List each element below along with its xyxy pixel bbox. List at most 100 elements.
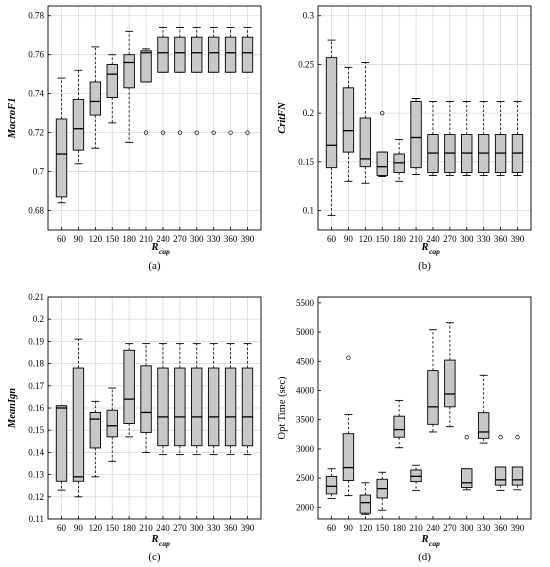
x-tick-label: 90: [74, 523, 84, 533]
y-tick-label: 0.12: [28, 492, 44, 502]
box-300: [191, 343, 203, 456]
x-tick-label: 270: [173, 234, 187, 244]
panel-label: (a): [148, 260, 161, 272]
box-iqr: [55, 405, 68, 482]
y-tick-label: 3000: [296, 444, 315, 454]
box-270: [174, 26, 186, 135]
x-tick-label: 180: [392, 523, 406, 533]
box-210: [410, 98, 422, 175]
x-tick-label: 180: [122, 523, 136, 533]
box-360: [494, 435, 507, 491]
box-240: [157, 343, 169, 456]
outlier-point: [245, 130, 250, 135]
box-iqr: [106, 63, 118, 98]
y-tick-label: 3500: [296, 415, 315, 425]
box-270: [444, 100, 456, 176]
y-tick-label: 2000: [296, 502, 315, 512]
plot-frame: [47, 296, 262, 520]
x-tick-label: 300: [460, 234, 474, 244]
x-tick-label: 60: [57, 234, 67, 244]
box-iqr: [224, 36, 237, 73]
box-330: [477, 100, 490, 176]
box-330: [477, 374, 490, 444]
box-120: [89, 400, 102, 478]
x-tick-label: 360: [224, 234, 238, 244]
y-tick-label: 0.14: [28, 447, 44, 457]
box-iqr: [72, 367, 85, 482]
x-tick-label: 150: [375, 234, 389, 244]
outlier-point: [464, 435, 469, 440]
box-iqr: [241, 367, 254, 447]
box-90: [342, 355, 355, 497]
x-tick-label: 210: [409, 234, 423, 244]
box-iqr: [140, 50, 152, 83]
y-tick-label: 0.19: [28, 336, 44, 346]
y-tick-label: 0.17: [28, 381, 44, 391]
x-tick-label: 390: [241, 523, 255, 533]
box-iqr: [494, 466, 507, 486]
outlier-point: [143, 130, 149, 135]
panel-label: (c): [148, 551, 161, 563]
box-iqr: [410, 100, 422, 169]
box-iqr: [241, 36, 254, 73]
plot-frame: [317, 5, 532, 231]
x-tick-label: 210: [139, 523, 153, 533]
x-tick-label: 300: [190, 234, 204, 244]
box-300: [191, 26, 203, 135]
y-tick-label: 0.18: [28, 359, 44, 369]
y-tick-label: 0.13: [28, 470, 44, 480]
x-axis-label-subscript: cap: [159, 247, 170, 256]
x-tick-label: 330: [477, 523, 491, 533]
box-iqr: [191, 36, 203, 73]
box-180: [123, 343, 135, 438]
box-180: [393, 138, 405, 182]
box-240: [427, 329, 439, 433]
box-150: [376, 471, 388, 511]
x-tick-label: 120: [89, 234, 103, 244]
y-axis-label: MeanIgn: [7, 388, 18, 429]
y-tick-label: 0.21: [28, 292, 44, 302]
box-90: [342, 66, 355, 182]
box-iqr: [157, 36, 169, 73]
y-tick-label: 0.15: [28, 425, 44, 435]
box-iqr: [376, 151, 388, 176]
box-120: [359, 482, 372, 515]
box-210: [140, 343, 152, 453]
x-tick-label: 360: [494, 523, 508, 533]
panel-2: 0.11 0.12 0.13 0.14 0.15 0.16 0.17 0.18 0.19 0.2 0…: [7, 292, 262, 563]
box-330: [207, 26, 220, 135]
box-210: [140, 48, 152, 135]
outlier-point: [346, 355, 351, 360]
x-tick-label: 90: [74, 234, 84, 244]
box-iqr: [444, 359, 456, 408]
box-iqr: [174, 36, 186, 73]
box-iqr: [359, 117, 372, 168]
box-180: [123, 30, 135, 143]
box-60: [325, 468, 338, 500]
box-150: [376, 110, 388, 177]
box-iqr: [55, 118, 68, 198]
x-tick-label: 60: [327, 234, 337, 244]
box-360: [224, 26, 237, 135]
x-tick-label: 360: [224, 523, 238, 533]
box-iqr: [207, 36, 220, 73]
y-axis-label: CritFN: [277, 102, 288, 134]
x-tick-label: 300: [460, 523, 474, 533]
y-tick-label: 0.25: [298, 59, 314, 69]
x-tick-label: 240: [426, 523, 440, 533]
box-iqr: [191, 367, 203, 447]
box-240: [157, 26, 169, 135]
x-axis-label: R: [420, 534, 428, 545]
x-tick-label: 60: [57, 523, 67, 533]
box-360: [224, 343, 237, 456]
box-60: [325, 39, 338, 216]
box-330: [207, 343, 220, 456]
x-axis-label-subscript: cap: [159, 539, 170, 548]
box-iqr: [89, 81, 102, 116]
y-tick-label: 4000: [296, 385, 315, 395]
box-90: [72, 338, 85, 498]
x-tick-label: 210: [409, 523, 423, 533]
box-iqr: [224, 367, 237, 447]
box-iqr: [325, 475, 338, 495]
